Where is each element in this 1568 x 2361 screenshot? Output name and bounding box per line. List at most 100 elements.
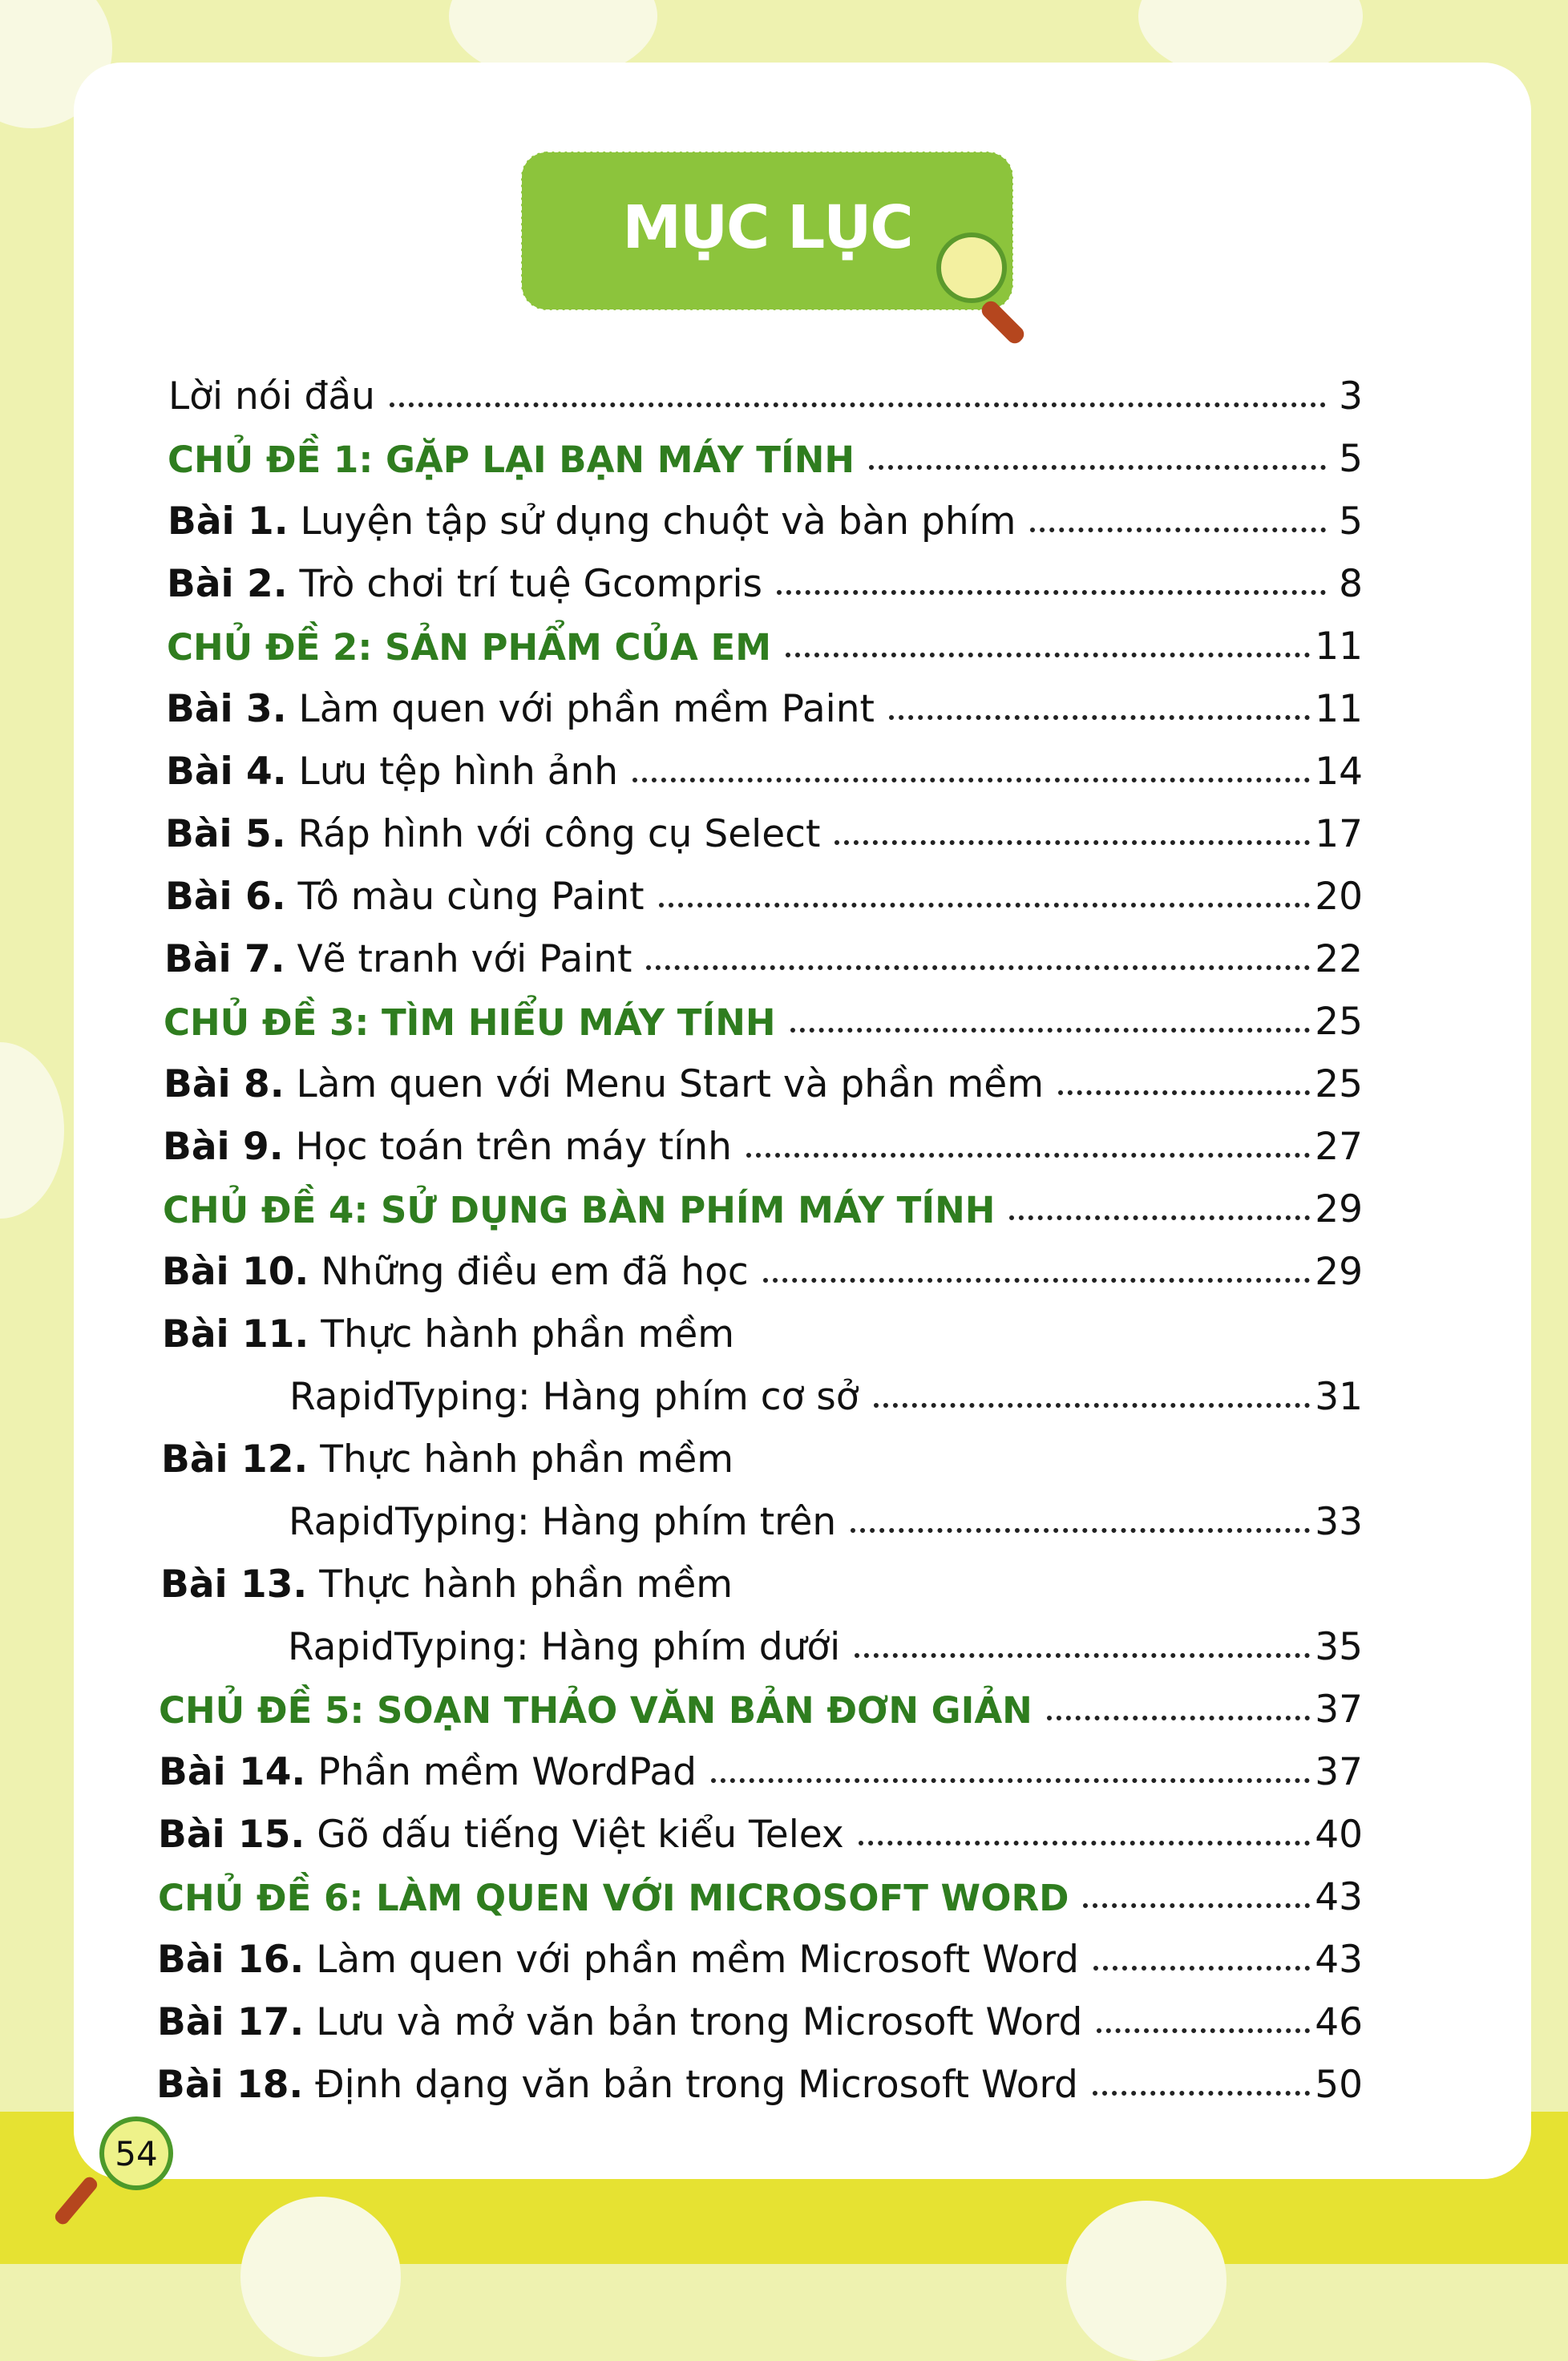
toc-entry-row[interactable]: Bài 14. Phần mềm WordPad 37 — [159, 1732, 1363, 1794]
toc-entry-row[interactable]: Bài 11. Thực hành phần mềm — [162, 1294, 1363, 1356]
toc-entry-text: Thực hành phần mềm — [321, 1312, 735, 1356]
toc-page-number: 40 — [1315, 1813, 1363, 1857]
toc-entry-text: Những điều em đã học — [321, 1250, 749, 1294]
toc-entry-title: Bài 10. Những điều em đã học — [162, 1250, 749, 1294]
toc-entry-row[interactable]: Bài 13. Thực hành phần mềm — [160, 1544, 1363, 1607]
toc-entry-number: Bài 5. — [165, 812, 286, 856]
toc-entry-row[interactable]: Bài 10. Những điều em đã học 29 — [162, 1231, 1363, 1294]
toc-page-number: 11 — [1315, 687, 1363, 731]
dot-leader — [1097, 2028, 1311, 2033]
dot-leader — [790, 1028, 1311, 1033]
toc-entry-row[interactable]: Bài 3. Làm quen với phần mềm Paint 11 — [166, 669, 1363, 731]
toc-chapter-row[interactable]: CHỦ ĐỀ 1: GẶP LẠI BẠN MÁY TÍNH 5 — [168, 418, 1363, 481]
toc-page-number: 27 — [1315, 1125, 1363, 1169]
dot-leader — [746, 1153, 1311, 1158]
dot-leader — [1058, 1090, 1311, 1095]
toc-entry-title: Bài 15. Gõ dấu tiếng Việt kiểu Telex — [158, 1813, 844, 1857]
toc-page-number: 43 — [1315, 1938, 1363, 1982]
toc-page-number: 17 — [1315, 812, 1363, 856]
toc-entry-number: Bài 18. — [156, 2063, 304, 2107]
toc-entry-number: Bài 8. — [164, 1062, 285, 1106]
toc-page-number: 20 — [1315, 875, 1363, 919]
toc-entry-text: CHỦ ĐỀ 2: SẢN PHẨM CỦA EM — [167, 626, 772, 669]
toc-entry-row[interactable]: Bài 4. Lưu tệp hình ảnh 14 — [166, 731, 1363, 794]
toc-entry-text: RapidTyping: Hàng phím dưới — [288, 1625, 841, 1669]
page-number: 54 — [99, 2116, 173, 2190]
background-circle — [240, 2197, 401, 2357]
dot-leader — [632, 778, 1311, 782]
toc-entry-text: Học toán trên máy tính — [295, 1125, 732, 1169]
toc-entry-text: RapidTyping: Hàng phím trên — [289, 1500, 837, 1544]
dot-leader — [1046, 1716, 1311, 1720]
toc-entry-number: Bài 1. — [168, 499, 289, 544]
toc-entry-row[interactable]: Bài 7. Vẽ tranh với Paint 22 — [164, 919, 1363, 981]
toc-entry-text: Gõ dấu tiếng Việt kiểu Telex — [317, 1813, 844, 1857]
toc-entry-text: RapidTyping: Hàng phím cơ sở — [289, 1375, 859, 1419]
dot-leader — [1009, 1215, 1311, 1220]
toc-entry-text: Phần mềm WordPad — [317, 1750, 697, 1794]
toc-entry-number: Bài 6. — [165, 875, 286, 919]
toc-entry-number: Bài 7. — [164, 937, 285, 981]
dot-leader — [762, 1278, 1311, 1283]
toc-entry-title: RapidTyping: Hàng phím cơ sở — [289, 1375, 859, 1419]
toc-entry-title: Bài 18. Định dạng văn bản trong Microsof… — [156, 2063, 1078, 2107]
toc-entry-row[interactable]: Bài 6. Tô màu cùng Paint 20 — [165, 856, 1363, 919]
toc-page-number: 35 — [1315, 1625, 1363, 1669]
dot-leader — [1092, 2091, 1311, 2096]
toc-page-number: 3 — [1339, 374, 1363, 418]
toc-entry-title: Bài 3. Làm quen với phần mềm Paint — [166, 687, 875, 731]
toc-page-number: 31 — [1315, 1375, 1363, 1419]
toc-entry-title: Bài 9. Học toán trên máy tính — [163, 1125, 732, 1169]
dot-leader — [858, 1841, 1311, 1846]
toc-entry-text: Làm quen với phần mềm Microsoft Word — [316, 1938, 1079, 1982]
toc-entry-text: CHỦ ĐỀ 6: LÀM QUEN VỚI MICROSOFT WORD — [158, 1877, 1069, 1919]
background-circle — [0, 1042, 64, 1219]
dot-leader — [1030, 528, 1326, 532]
toc-entry-row[interactable]: Lời nói đầu 3 — [168, 356, 1363, 418]
toc-entry-row[interactable]: RapidTyping: Hàng phím cơ sở 31 — [289, 1356, 1363, 1419]
toc-entry-number: Bài 2. — [167, 562, 288, 606]
toc-chapter-row[interactable]: CHỦ ĐỀ 6: LÀM QUEN VỚI MICROSOFT WORD 43 — [158, 1857, 1363, 1919]
toc-entry-number: Bài 4. — [166, 750, 287, 794]
toc-entry-text: Trò chơi trí tuệ Gcompris — [299, 562, 763, 606]
toc-entry-row[interactable]: Bài 17. Lưu và mở văn bản trong Microsof… — [157, 1982, 1363, 2044]
toc-entry-row[interactable]: RapidTyping: Hàng phím trên 33 — [289, 1482, 1363, 1544]
toc-entry-title: Bài 8. Làm quen với Menu Start và phần m… — [164, 1062, 1044, 1106]
toc-page-number: 22 — [1315, 937, 1363, 981]
toc-page-number: 43 — [1315, 1875, 1363, 1919]
dot-leader — [658, 903, 1311, 908]
toc-page-number: 37 — [1315, 1688, 1363, 1732]
toc-page-number: 5 — [1339, 499, 1363, 544]
toc-entry-row[interactable]: Bài 2. Trò chơi trí tuệ Gcompris 8 — [167, 544, 1363, 606]
toc-page-number: 29 — [1315, 1187, 1363, 1231]
toc-page-number: 33 — [1315, 1500, 1363, 1544]
toc-entry-text: Tô màu cùng Paint — [297, 875, 645, 919]
toc-entry-title: Bài 5. Ráp hình với công cụ Select — [165, 812, 820, 856]
dot-leader — [873, 1403, 1311, 1408]
toc-page-number: 29 — [1315, 1250, 1363, 1294]
toc-entry-row[interactable]: Bài 12. Thực hành phần mềm — [161, 1419, 1363, 1482]
toc-chapter-row[interactable]: CHỦ ĐỀ 2: SẢN PHẨM CỦA EM 11 — [167, 606, 1363, 669]
toc-entry-row[interactable]: Bài 1. Luyện tập sử dụng chuột và bàn ph… — [168, 481, 1363, 544]
toc-entry-title: CHỦ ĐỀ 1: GẶP LẠI BẠN MÁY TÍNH — [168, 439, 855, 481]
dot-leader — [851, 1528, 1311, 1533]
toc-chapter-row[interactable]: CHỦ ĐỀ 5: SOẠN THẢO VĂN BẢN ĐƠN GIẢN 37 — [159, 1669, 1363, 1732]
toc-entry-row[interactable]: Bài 8. Làm quen với Menu Start và phần m… — [164, 1044, 1363, 1106]
toc-entry-row[interactable]: Bài 15. Gõ dấu tiếng Việt kiểu Telex 40 — [158, 1794, 1363, 1857]
toc-page-number: 25 — [1315, 1062, 1363, 1106]
toc-chapter-row[interactable]: CHỦ ĐỀ 3: TÌM HIỂU MÁY TÍNH 25 — [164, 981, 1363, 1044]
toc-entry-row[interactable]: Bài 9. Học toán trên máy tính 27 — [163, 1106, 1363, 1169]
toc-entry-row[interactable]: RapidTyping: Hàng phím dưới 35 — [288, 1607, 1363, 1669]
toc-entry-text: Làm quen với Menu Start và phần mềm — [296, 1062, 1045, 1106]
dot-leader — [888, 715, 1311, 720]
toc-entry-row[interactable]: Bài 5. Ráp hình với công cụ Select 17 — [165, 794, 1363, 856]
toc-entry-row[interactable]: Bài 16. Làm quen với phần mềm Microsoft … — [157, 1919, 1363, 1982]
toc-chapter-row[interactable]: CHỦ ĐỀ 4: SỬ DỤNG BÀN PHÍM MÁY TÍNH 29 — [163, 1169, 1363, 1231]
toc-entry-row[interactable]: Bài 18. Định dạng văn bản trong Microsof… — [156, 2044, 1363, 2107]
toc-page-number: 50 — [1315, 2063, 1363, 2107]
toc-entry-title: Bài 1. Luyện tập sử dụng chuột và bàn ph… — [168, 499, 1016, 544]
toc-entry-text: Ráp hình với công cụ Select — [297, 812, 821, 856]
toc-entry-text: Thực hành phần mềm — [319, 1563, 733, 1607]
dot-leader — [855, 1653, 1311, 1658]
toc-page-number: 5 — [1339, 437, 1363, 481]
